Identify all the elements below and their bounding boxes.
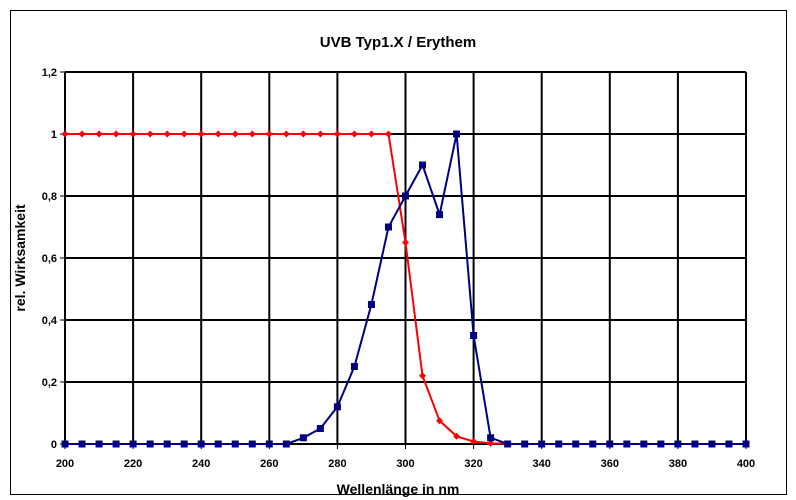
data-point	[214, 130, 222, 138]
data-point	[402, 192, 409, 200]
data-point	[197, 130, 205, 138]
data-point	[146, 130, 154, 138]
y-tick-label: 0,2	[42, 377, 57, 389]
data-point	[265, 440, 273, 448]
y-tick-label: 0,4	[42, 315, 58, 327]
data-point	[623, 440, 631, 448]
y-tick-label: 0,8	[42, 191, 57, 203]
grid	[60, 71, 747, 449]
data-point	[333, 403, 341, 411]
x-axis-label: Wellenlänge in nm	[336, 481, 460, 497]
data-point	[78, 130, 86, 138]
y-tick-label: 0	[51, 439, 57, 451]
x-tick-label: 320	[464, 458, 482, 470]
x-tick-label: 260	[260, 458, 278, 470]
data-point	[367, 301, 375, 308]
data-point	[589, 440, 597, 448]
data-point	[248, 440, 256, 448]
data-point	[453, 130, 461, 138]
data-point	[282, 440, 290, 448]
x-tick-label: 360	[601, 458, 619, 470]
data-point	[708, 440, 716, 448]
data-point	[470, 332, 478, 339]
data-point	[657, 440, 665, 448]
data-point	[282, 130, 290, 138]
data-point	[299, 434, 307, 442]
data-point	[419, 161, 427, 169]
data-point	[572, 440, 580, 448]
data-point	[487, 439, 495, 447]
data-point	[163, 130, 171, 138]
data-point	[95, 440, 103, 448]
data-point	[61, 130, 69, 138]
data-point	[78, 440, 86, 448]
data-point	[555, 440, 563, 448]
data-point	[265, 130, 273, 138]
series-1	[61, 130, 512, 448]
data-point	[436, 211, 444, 219]
data-point	[504, 440, 512, 448]
data-point	[299, 130, 307, 138]
data-point	[725, 440, 733, 448]
data-point	[521, 440, 529, 448]
data-point	[248, 130, 256, 138]
data-point	[231, 130, 239, 138]
data-point	[95, 130, 103, 138]
x-tick-label: 380	[669, 458, 687, 470]
data-point	[691, 440, 699, 448]
data-point	[112, 440, 120, 448]
data-point	[674, 440, 682, 448]
data-point	[163, 440, 171, 448]
x-tick-label: 220	[124, 458, 142, 470]
chart-frame	[10, 10, 787, 495]
series-2	[61, 130, 750, 448]
tick-labels: 200 220 240 260 280 300 320 340 360 380 400 0 0,2 0,4…	[42, 67, 755, 470]
data-point	[419, 372, 427, 380]
data-point	[436, 417, 444, 425]
data-point	[350, 130, 358, 138]
x-tick-label: 240	[192, 458, 210, 470]
y-axis-label: rel. Wirksamkeit	[12, 204, 28, 312]
x-tick-label: 200	[56, 458, 74, 470]
y-tick-label: 0,6	[42, 253, 57, 265]
data-point	[129, 440, 137, 448]
data-point	[453, 432, 461, 440]
series-layer	[61, 130, 750, 448]
data-point	[180, 440, 188, 448]
data-point	[606, 440, 614, 448]
data-point	[384, 130, 392, 138]
chart-title: UVB Typ1.X / Erythem	[319, 34, 477, 51]
data-point	[640, 440, 648, 448]
data-point	[316, 425, 324, 432]
data-point	[384, 223, 392, 231]
series-line	[65, 133, 508, 445]
data-point	[367, 130, 375, 138]
data-point	[197, 440, 205, 448]
y-tick-label: 1	[51, 129, 57, 141]
data-point	[470, 438, 478, 446]
data-point	[112, 130, 120, 138]
data-point	[231, 440, 239, 448]
data-point	[214, 440, 222, 448]
data-point	[350, 363, 358, 370]
data-point	[487, 434, 495, 442]
data-point	[61, 440, 69, 448]
data-point	[402, 239, 409, 246]
x-tick-label: 300	[396, 458, 414, 470]
data-point	[180, 130, 188, 138]
x-tick-label: 340	[533, 458, 551, 470]
x-tick-label: 400	[737, 458, 755, 470]
data-point	[146, 440, 154, 448]
data-point	[316, 130, 324, 138]
y-tick-label: 1,2	[42, 67, 57, 79]
data-point	[538, 440, 546, 448]
data-point	[129, 130, 137, 138]
data-point	[742, 440, 750, 448]
data-point	[333, 130, 341, 138]
x-tick-label: 280	[328, 458, 346, 470]
